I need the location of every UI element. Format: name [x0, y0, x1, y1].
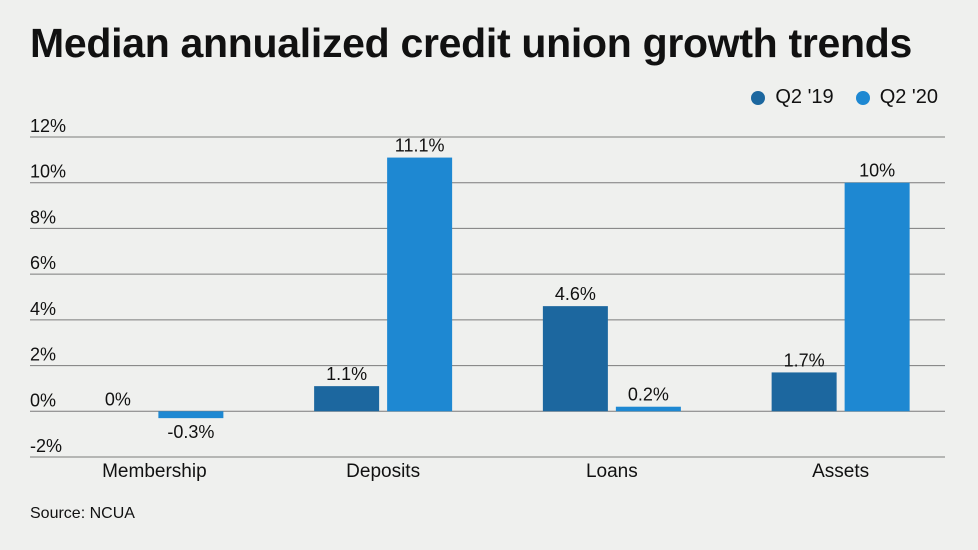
y-tick-label: -2% [30, 436, 62, 456]
x-tick-label: Loans [586, 461, 638, 482]
y-tick-label: 10% [30, 162, 66, 182]
data-label: 0.2% [628, 385, 669, 405]
y-tick-label: 12% [30, 116, 66, 136]
data-label: 11.1% [395, 136, 445, 156]
y-tick-label: 0% [30, 390, 56, 410]
data-label: 10% [859, 161, 895, 181]
bar-deposits-series-0 [314, 386, 380, 412]
data-label: 0% [105, 389, 131, 409]
x-tick-label: Deposits [346, 461, 420, 482]
legend-label-q2-20: Q2 '20 [879, 86, 938, 108]
x-tick-label: Membership [102, 461, 207, 482]
bar-membership-series-1 [158, 411, 224, 419]
chart-title: Median annualized credit union growth tr… [30, 20, 913, 66]
y-tick-label: 6% [30, 253, 56, 273]
bar-loans-series-0 [542, 306, 608, 412]
legend-item-q2-19: Q2 '19 [751, 86, 834, 109]
legend-item-q2-20: Q2 '20 [855, 86, 938, 109]
legend-swatch-q2-20 [855, 90, 870, 105]
bar-deposits-series-1 [387, 157, 453, 412]
x-tick-label: Assets [812, 461, 869, 482]
y-tick-label: 8% [30, 207, 56, 227]
legend: Q2 '19 Q2 '20 [751, 86, 938, 109]
y-tick-label: 2% [30, 345, 56, 365]
bar-assets-series-1 [844, 182, 910, 412]
bar-assets-series-0 [771, 372, 837, 412]
data-label: -0.3% [167, 422, 214, 442]
bar-loans-series-1 [615, 406, 681, 412]
data-label: 1.1% [326, 364, 367, 384]
y-tick-label: 4% [30, 299, 56, 319]
data-label: 4.6% [555, 284, 596, 304]
legend-swatch-q2-19 [751, 90, 766, 105]
data-label: 1.7% [784, 350, 825, 370]
legend-label-q2-19: Q2 '19 [775, 86, 834, 108]
source-note: Source: NCUA [30, 505, 135, 522]
